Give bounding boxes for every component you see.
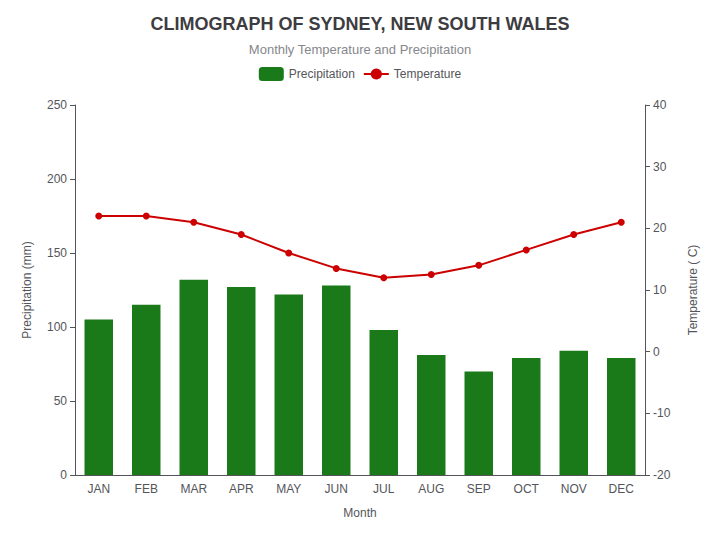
- svg-text:250: 250: [47, 98, 67, 112]
- svg-text:10: 10: [653, 283, 667, 297]
- svg-text:Precipitation (mm): Precipitation (mm): [20, 241, 34, 338]
- svg-text:100: 100: [47, 320, 67, 334]
- svg-text:Precipitation: Precipitation: [289, 67, 355, 81]
- svg-text:Month: Month: [343, 506, 376, 520]
- svg-text:150: 150: [47, 246, 67, 260]
- svg-text:-10: -10: [653, 406, 671, 420]
- svg-text:JAN: JAN: [87, 482, 110, 496]
- svg-text:0: 0: [653, 345, 660, 359]
- svg-text:-20: -20: [653, 468, 671, 482]
- svg-text:40: 40: [653, 98, 667, 112]
- svg-text:CLIMOGRAPH OF SYDNEY, NEW SOUT: CLIMOGRAPH OF SYDNEY, NEW SOUTH WALES: [150, 14, 569, 34]
- svg-text:200: 200: [47, 172, 67, 186]
- svg-text:FEB: FEB: [135, 482, 158, 496]
- svg-text:Temperature: Temperature: [394, 67, 462, 81]
- svg-text:MAY: MAY: [276, 482, 301, 496]
- svg-text:OCT: OCT: [514, 482, 540, 496]
- svg-text:50: 50: [54, 394, 68, 408]
- svg-text:AUG: AUG: [418, 482, 444, 496]
- svg-text:NOV: NOV: [561, 482, 587, 496]
- svg-text:MAR: MAR: [180, 482, 207, 496]
- svg-text:APR: APR: [229, 482, 254, 496]
- svg-text:30: 30: [653, 160, 667, 174]
- svg-text:JUL: JUL: [373, 482, 395, 496]
- svg-text:0: 0: [60, 468, 67, 482]
- svg-text:Temperature ( C): Temperature ( C): [686, 245, 700, 336]
- svg-text:Monthly Temperature and Precip: Monthly Temperature and Precipitation: [249, 42, 471, 57]
- svg-text:DEC: DEC: [609, 482, 635, 496]
- svg-text:20: 20: [653, 221, 667, 235]
- svg-text:JUN: JUN: [325, 482, 348, 496]
- svg-text:SEP: SEP: [467, 482, 491, 496]
